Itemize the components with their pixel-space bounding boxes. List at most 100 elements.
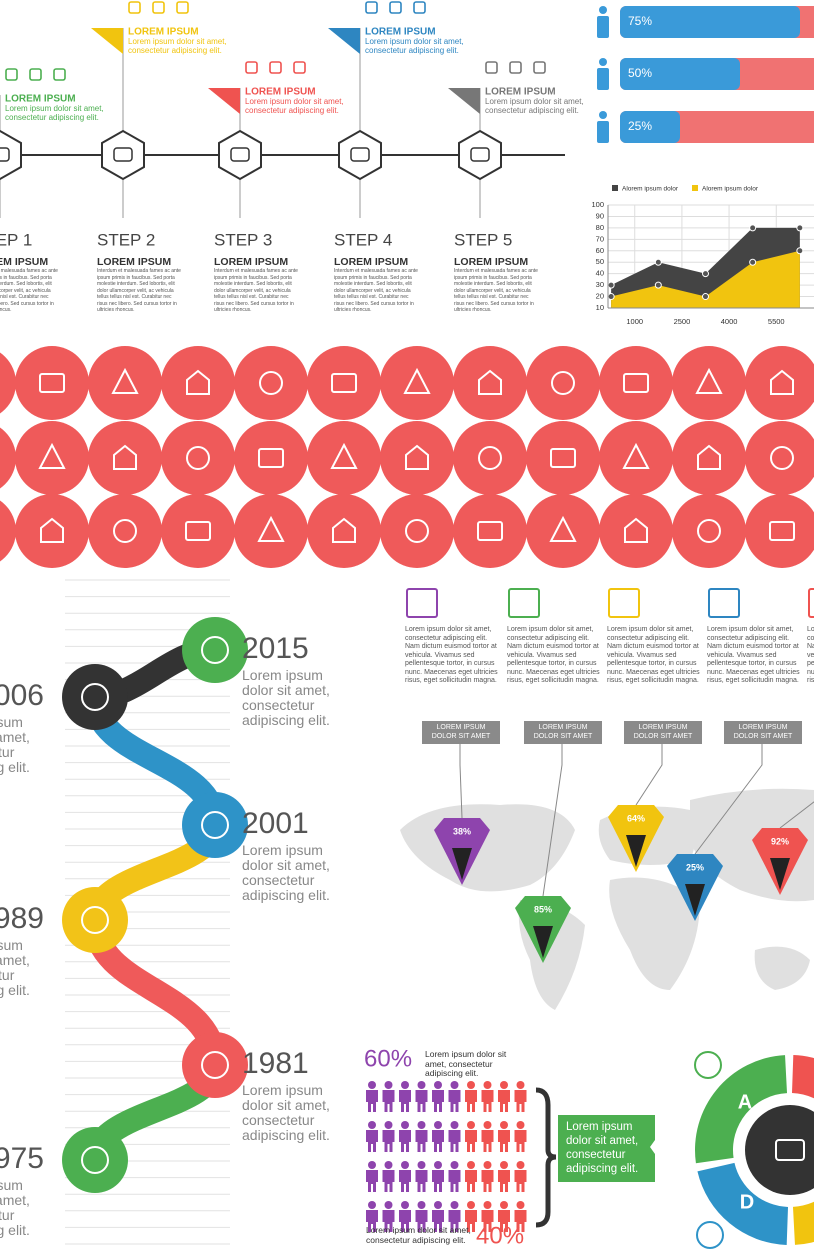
icon-circle: [307, 494, 381, 568]
step-label: STEP 3: [214, 230, 272, 249]
person-body: [432, 1210, 444, 1232]
icon-glyph: [551, 371, 575, 395]
person-head: [516, 1081, 525, 1089]
person-body: [382, 1090, 395, 1112]
icon-glyph: [111, 367, 139, 394]
card-connector: [694, 744, 763, 855]
step-hexagon: [0, 129, 22, 181]
flag-text: Lorem ipsum dolor sit amet, consectetur …: [128, 37, 227, 55]
timeline-node-icon: [201, 636, 229, 664]
icon-circle: [161, 494, 235, 568]
timeline-text: Lorem ipsum dolor sit amet, consectetur …: [242, 667, 330, 728]
timeline-node: [62, 1127, 128, 1193]
icon-glyph: [186, 446, 210, 470]
point: [796, 224, 804, 232]
person-head: [401, 1121, 409, 1129]
person-head: [483, 1121, 492, 1129]
card-tag: [524, 721, 602, 744]
x-tick-label: 1000: [626, 317, 643, 326]
world-map: [609, 877, 700, 990]
card-text: Lorem ipsum dolor sit amet, consectetur …: [607, 626, 700, 684]
icon-glyph: [405, 519, 429, 543]
wallet-icon: [775, 1139, 805, 1161]
person-body: [514, 1130, 527, 1152]
icon-glyph: [770, 446, 794, 470]
timeline-node-icon: [81, 683, 109, 711]
flag-title: LOREM IPSUM: [128, 27, 199, 38]
timeline-text: Lorem ipsum dolor sit amet, consectetur …: [0, 937, 30, 998]
flag-icon: [152, 1, 165, 14]
card-connector: [779, 801, 814, 829]
map-pin-shade: [533, 926, 553, 958]
y-tick-label: 80: [596, 223, 604, 232]
icon-glyph: [185, 521, 211, 541]
y-tick-label: 100: [591, 200, 604, 209]
step-hexagon: [458, 129, 502, 181]
card-tag-text: LOREM IPSUM DOLOR SIT AMET: [533, 724, 593, 740]
point: [607, 281, 615, 289]
icon-circle: [15, 494, 89, 568]
step-title: LOREM IPSUM: [0, 256, 48, 268]
step-hexagon: [218, 129, 262, 181]
person-head: [500, 1081, 508, 1089]
person-icon-body: [597, 16, 609, 38]
step-hexagon: [338, 129, 382, 181]
point: [607, 293, 615, 301]
person-head: [401, 1201, 409, 1209]
legend-swatch: [612, 185, 618, 191]
card-icon: [406, 588, 438, 618]
icon-circle: [526, 346, 600, 420]
card-tag: [422, 721, 500, 744]
person-body: [481, 1090, 494, 1112]
step-text: Interdum et malesuada fames ac ante ipsu…: [0, 268, 58, 313]
icon-circle: [745, 494, 814, 568]
person-head: [434, 1121, 442, 1129]
icon-glyph: [770, 369, 794, 395]
x-tick-label: 2500: [674, 317, 691, 326]
icon-circle: [234, 346, 308, 420]
card-tag-text: LOREM IPSUM DOLOR SIT AMET: [431, 724, 491, 740]
icon-circle: [234, 421, 308, 495]
segment-letter: D: [740, 1191, 754, 1213]
icon-circle: [380, 346, 454, 420]
person-head: [450, 1081, 459, 1089]
person-icon-head: [599, 111, 607, 119]
flag-title: LOREM IPSUM: [245, 87, 316, 98]
icon-circle: [307, 421, 381, 495]
pin-label: 25%: [686, 862, 704, 872]
flag-title: LOREM IPSUM: [365, 27, 436, 38]
person-body: [366, 1130, 378, 1152]
icon-circle: [599, 346, 673, 420]
person-body: [498, 1130, 510, 1152]
person-body: [366, 1170, 378, 1192]
person-head: [368, 1121, 376, 1129]
icon-circle: [599, 494, 673, 568]
legend-swatch: [692, 185, 698, 191]
timeline-node: [182, 792, 248, 858]
person-body: [399, 1090, 411, 1112]
card-text: Lorem ipsum dolor sit amet, consectetur …: [707, 626, 800, 684]
icon-glyph: [549, 515, 577, 542]
flag-text: Lorem ipsum dolor sit amet, consectetur …: [365, 37, 464, 55]
person-icon-body: [597, 68, 609, 90]
step-title: LOREM IPSUM: [334, 256, 408, 268]
card-connector: [459, 744, 463, 819]
icon-glyph: [478, 369, 502, 395]
icon-glyph: [186, 369, 210, 395]
point: [701, 293, 709, 301]
pin-label: 92%: [771, 836, 789, 846]
timeline-text: Lorem ipsum dolor sit amet, consectetur …: [242, 1082, 330, 1143]
flag-icon: [5, 68, 18, 81]
icon-circle: [745, 346, 814, 420]
card-tag-text: LOREM IPSUM DOLOR SIT AMET: [733, 724, 793, 740]
icon-glyph: [113, 444, 137, 470]
person-head: [417, 1121, 426, 1129]
icon-circle: [307, 346, 381, 420]
timeline-year: 2015: [242, 632, 309, 665]
icon-glyph: [331, 373, 357, 393]
bar: [620, 6, 800, 38]
person-head: [450, 1201, 459, 1209]
world-map: [754, 946, 810, 990]
person-body: [399, 1130, 411, 1152]
